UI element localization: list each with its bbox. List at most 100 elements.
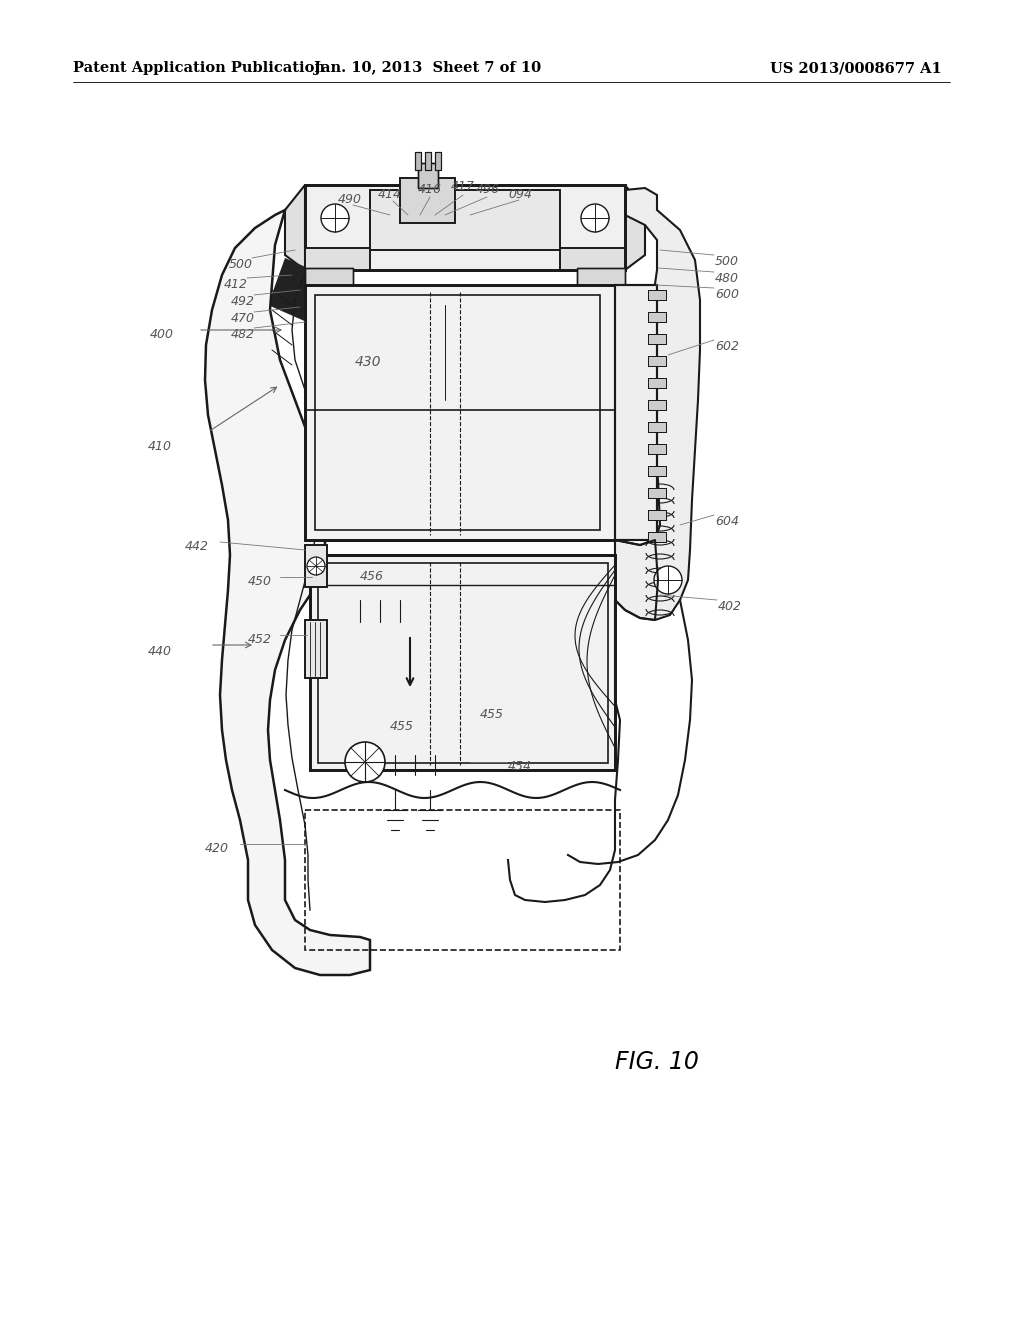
Text: 402: 402 (718, 601, 742, 612)
Circle shape (345, 742, 385, 781)
Bar (435, 152, 441, 170)
Bar (648, 312, 666, 322)
Text: 430: 430 (355, 355, 382, 370)
Text: 452: 452 (248, 634, 272, 645)
Bar (435, 152, 441, 170)
Text: 442: 442 (185, 540, 209, 553)
Bar (648, 532, 666, 543)
Bar (648, 334, 666, 345)
Bar (315, 294, 600, 531)
Bar (648, 510, 666, 520)
Bar (648, 400, 666, 411)
Bar (648, 378, 666, 388)
Bar (305, 285, 615, 540)
Bar (648, 290, 666, 300)
Bar (648, 356, 666, 366)
Polygon shape (268, 257, 340, 330)
Text: 094: 094 (508, 187, 532, 201)
Text: 456: 456 (360, 570, 384, 583)
Bar (305, 268, 353, 286)
Bar (648, 378, 666, 388)
Text: 410: 410 (148, 440, 172, 453)
Polygon shape (285, 185, 305, 271)
Bar (305, 248, 370, 271)
Text: 480: 480 (715, 272, 739, 285)
Bar (648, 400, 666, 411)
Bar (648, 290, 666, 300)
Bar (305, 248, 370, 271)
Polygon shape (250, 430, 310, 510)
Bar (648, 488, 666, 498)
Bar (425, 152, 431, 170)
Text: 450: 450 (248, 576, 272, 587)
Text: 455: 455 (480, 708, 504, 721)
Bar (370, 190, 560, 249)
Bar (305, 545, 327, 587)
Text: Jan. 10, 2013  Sheet 7 of 10: Jan. 10, 2013 Sheet 7 of 10 (314, 61, 542, 75)
Bar (648, 466, 666, 477)
Text: 400: 400 (150, 327, 174, 341)
Bar (425, 152, 431, 170)
Bar (577, 268, 625, 286)
Bar (648, 466, 666, 477)
Text: Patent Application Publication: Patent Application Publication (73, 61, 325, 75)
Text: 416: 416 (418, 183, 442, 195)
Bar (648, 312, 666, 322)
Text: 455: 455 (390, 719, 414, 733)
Text: 454: 454 (508, 760, 532, 774)
Text: 417: 417 (451, 180, 475, 193)
Text: US 2013/0008677 A1: US 2013/0008677 A1 (770, 61, 942, 75)
Text: 602: 602 (715, 341, 739, 352)
Bar (418, 162, 438, 187)
Bar (615, 285, 657, 540)
Text: 470: 470 (231, 312, 255, 325)
Bar (305, 185, 625, 271)
Text: 420: 420 (205, 842, 229, 855)
Bar (305, 620, 327, 678)
Bar (648, 444, 666, 454)
Text: 500: 500 (715, 255, 739, 268)
Bar (418, 162, 438, 187)
Bar (648, 422, 666, 432)
Bar (305, 620, 327, 678)
Polygon shape (625, 185, 645, 271)
Text: 412: 412 (224, 279, 248, 290)
Text: 600: 600 (715, 288, 739, 301)
Text: 496: 496 (476, 183, 500, 195)
Bar (615, 285, 657, 540)
Text: 604: 604 (715, 515, 739, 528)
Bar (648, 488, 666, 498)
Text: 490: 490 (338, 193, 362, 206)
Bar (648, 356, 666, 366)
Bar (648, 422, 666, 432)
Bar (648, 334, 666, 345)
Text: 500: 500 (229, 257, 253, 271)
Bar (560, 248, 625, 271)
Bar (400, 178, 455, 223)
Bar (305, 810, 620, 950)
Bar (648, 532, 666, 543)
Polygon shape (615, 187, 700, 620)
Circle shape (581, 205, 609, 232)
Bar (370, 190, 560, 249)
Bar (310, 554, 615, 770)
Circle shape (321, 205, 349, 232)
Bar (318, 564, 608, 763)
Text: 440: 440 (148, 645, 172, 657)
Bar (305, 545, 327, 587)
Ellipse shape (378, 609, 442, 708)
Circle shape (654, 566, 682, 594)
Bar (305, 185, 625, 271)
Bar (305, 285, 615, 540)
Text: 492: 492 (231, 294, 255, 308)
Text: 482: 482 (231, 327, 255, 341)
Circle shape (307, 557, 325, 576)
Bar (400, 178, 455, 223)
Text: FIG. 10: FIG. 10 (615, 1049, 698, 1074)
Bar (415, 152, 421, 170)
Bar (648, 444, 666, 454)
Bar (648, 510, 666, 520)
Bar (560, 248, 625, 271)
Text: 414: 414 (378, 187, 402, 201)
Bar (415, 152, 421, 170)
